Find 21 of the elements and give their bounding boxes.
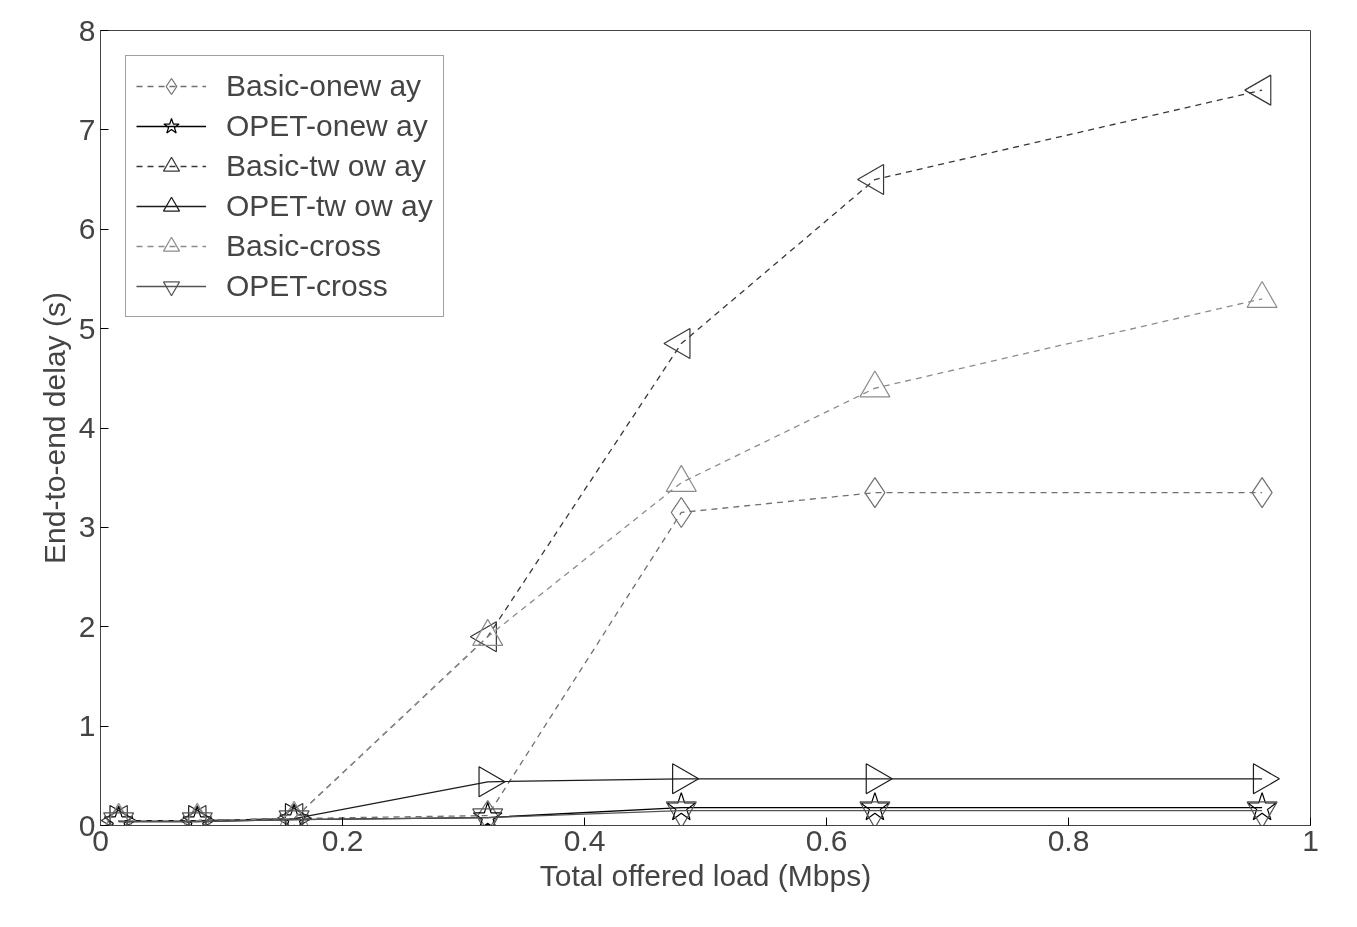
legend-label: OPET-tw ow ay [226,189,433,223]
legend-label: OPET-onew ay [226,109,428,143]
x-tick-label: 1 [1302,823,1319,857]
legend-label: Basic-tw ow ay [226,149,427,183]
x-tick-label: 0.8 [1047,823,1090,857]
y-tick-label: 7 [78,112,96,146]
y-tick-label: 5 [78,311,96,345]
y-tick-label: 3 [78,510,96,544]
legend-label: OPET-cross [226,269,388,303]
y-tick-label: 6 [78,212,96,246]
y-axis-title: End-to-end delay (s) [37,292,71,564]
y-tick-label: 4 [78,411,96,444]
y-tick-label: 1 [78,709,96,743]
y-tick-label: 8 [78,13,96,47]
x-tick-label: 0.4 [563,823,606,857]
legend-label: Basic-cross [226,229,382,263]
y-tick-label: 2 [78,609,96,643]
x-axis-title: Total offered load (Mbps) [539,858,872,892]
x-tick-label: 0.6 [805,823,848,857]
x-tick-label: 0.2 [321,823,364,857]
legend-label: Basic-onew ay [226,69,422,103]
